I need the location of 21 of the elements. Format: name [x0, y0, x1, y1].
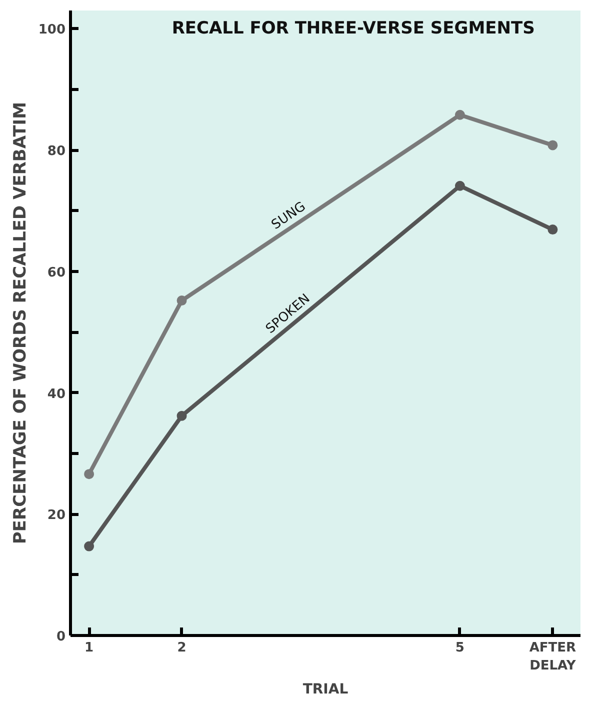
x-tick-label: AFTER DELAY [529, 640, 576, 674]
y-tick-label: 40 [47, 386, 66, 402]
point [176, 410, 187, 421]
point [548, 224, 558, 235]
y-tick-label: 20 [47, 508, 66, 524]
y-tick-label: 80 [47, 144, 66, 160]
point [454, 110, 465, 120]
point [176, 296, 187, 306]
point [84, 541, 94, 552]
text: RECALL FOR THREE-VERSE SEGMENTS [172, 18, 535, 39]
y-tick-label: 0 [56, 630, 66, 644]
point [454, 180, 465, 191]
point [84, 469, 94, 480]
x-tick-label: 1 [84, 640, 94, 656]
y-axis-title: PERCENTAGE OF WORDS RECALLED VERBATIM [10, 102, 30, 544]
y-tick-label: 100 [38, 22, 66, 38]
x-axis-title: TRIAL [302, 682, 348, 698]
point [548, 140, 558, 150]
x-tick-label: 2 [177, 640, 186, 656]
x-tick-label: 5 [455, 640, 464, 656]
y-tick-label: 60 [47, 265, 66, 280]
